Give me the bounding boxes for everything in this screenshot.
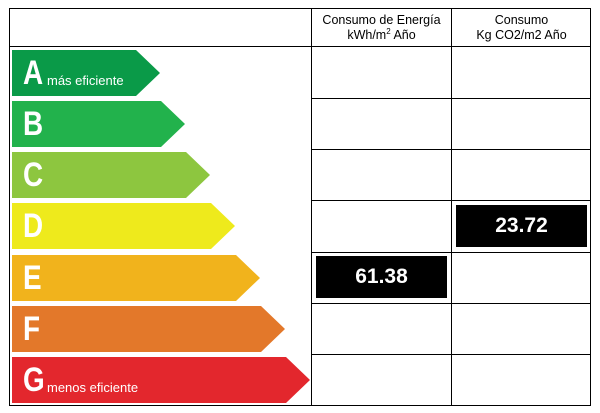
rating-letter: F [23, 310, 41, 348]
energy-rating-table: Consumo de Energía kWh/m2 Año Consumo Kg… [9, 8, 591, 406]
energy-value: 61.38 [355, 265, 408, 289]
rating-arrow-c: C [12, 152, 210, 199]
rating-arrow-shape [12, 254, 260, 301]
rating-arrow-shape [12, 357, 310, 404]
energy-unit: kWh/m [347, 27, 387, 42]
energy-header-line2: kWh/m2 Año [347, 26, 416, 43]
column-divider [451, 9, 452, 405]
co2-consumption-header: Consumo Kg CO2/m2 Año [452, 9, 591, 46]
rating-arrow-e: E [12, 254, 260, 301]
energy-value-box: 61.38 [316, 256, 447, 299]
row-divider [311, 97, 590, 99]
rating-arrow-shape [12, 152, 210, 199]
row-divider [311, 149, 590, 151]
energy-unit-superscript: 2 [386, 26, 391, 36]
rating-arrow-d: D [12, 203, 235, 250]
rating-letter: G [23, 361, 45, 400]
co2-value-box: 23.72 [456, 204, 587, 248]
row-divider [311, 251, 590, 253]
co2-header-line2: Kg CO2/m2 Año [476, 27, 567, 42]
header-divider [10, 46, 590, 47]
rating-letter: C [23, 156, 44, 195]
rating-letter: E [23, 258, 42, 297]
rating-arrow-f: F [12, 306, 285, 352]
energy-unit-suffix: Año [390, 27, 416, 42]
column-divider [311, 9, 312, 405]
energy-header-line1: Consumo de Energía [322, 12, 441, 27]
row-divider [311, 303, 590, 304]
rating-caption: más eficiente [47, 72, 124, 88]
rating-arrow-b: B [12, 100, 185, 147]
co2-value: 23.72 [495, 214, 548, 238]
rating-arrow-shape [12, 306, 285, 352]
co2-header-line1: Consumo [494, 12, 549, 27]
rating-caption: menos eficiente [47, 380, 139, 396]
rating-arrow-shape [12, 49, 160, 96]
row-divider [311, 200, 590, 202]
rating-arrow-shape [12, 203, 235, 250]
rating-letter: A [23, 53, 44, 92]
rating-arrow-shape [12, 100, 185, 147]
rating-letter: B [23, 104, 44, 143]
energy-consumption-header: Consumo de Energía kWh/m2 Año [312, 9, 451, 46]
row-divider [311, 354, 590, 356]
rating-letter: D [23, 207, 44, 246]
